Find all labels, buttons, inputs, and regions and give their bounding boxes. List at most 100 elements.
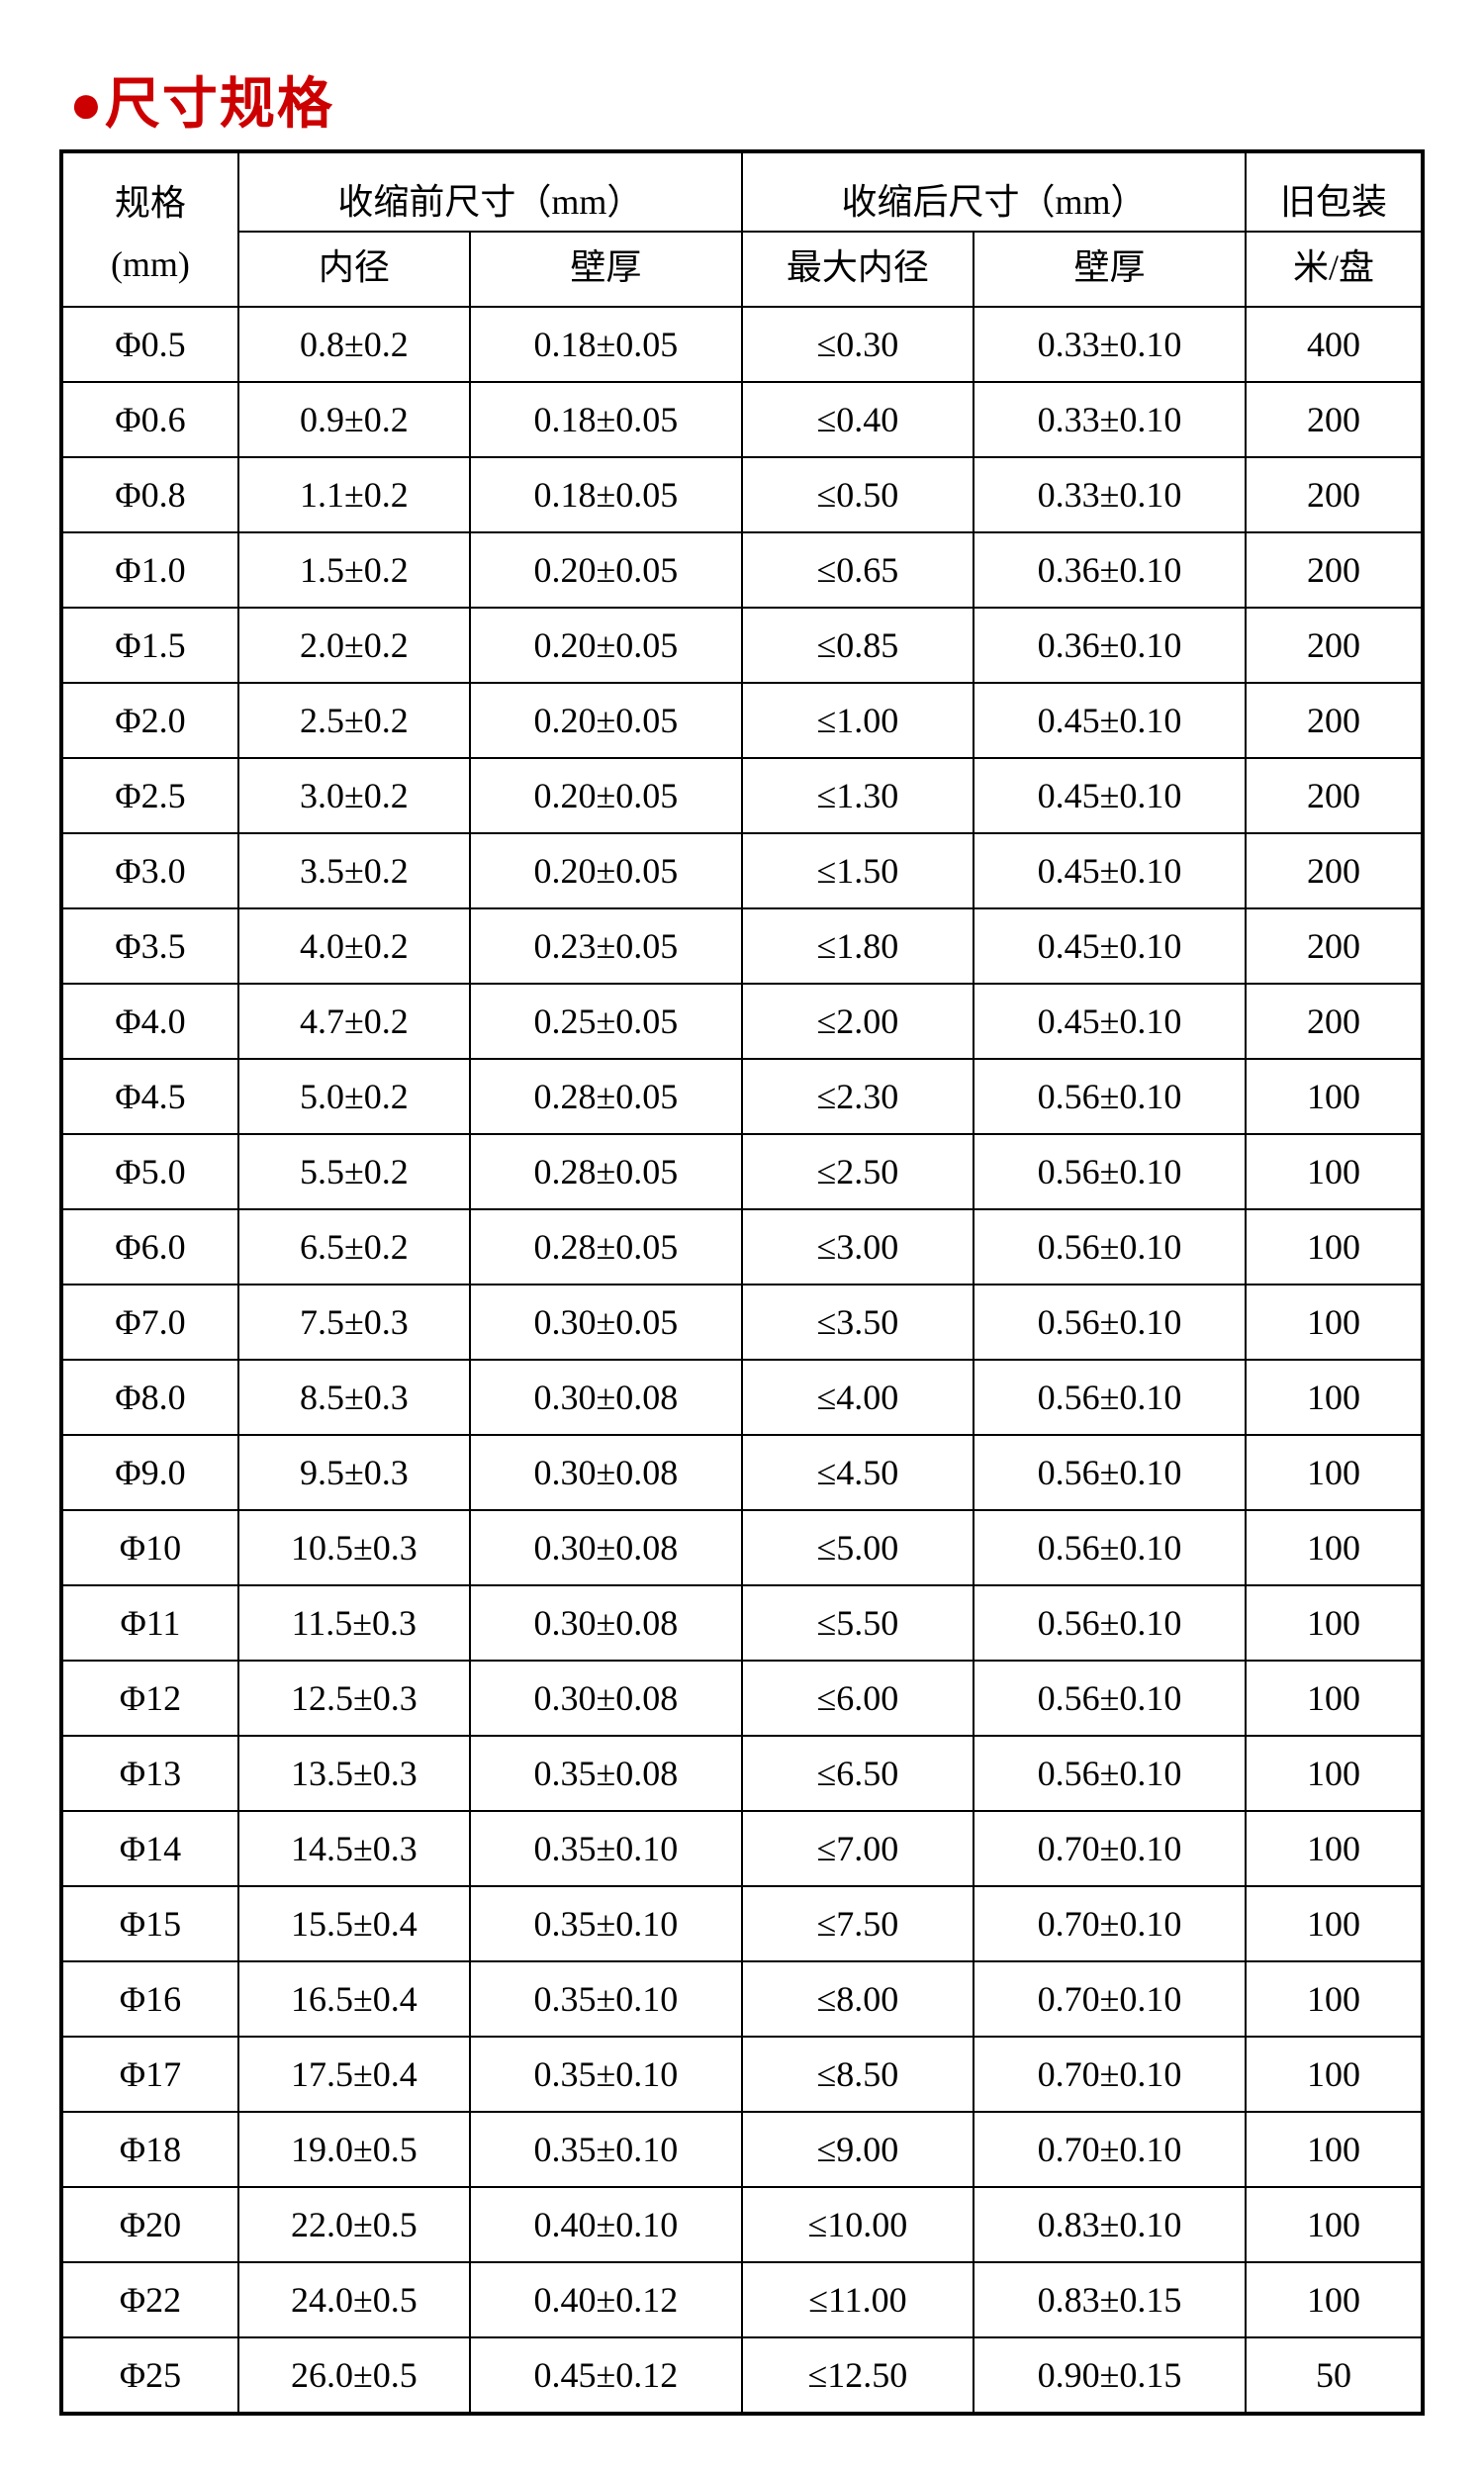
cell-post_wall: 0.45±0.10: [974, 758, 1246, 833]
cell-pre_inner: 10.5±0.3: [238, 1510, 470, 1585]
cell-pack: 100: [1246, 1360, 1423, 1435]
cell-pack: 200: [1246, 608, 1423, 683]
cell-pre_inner: 13.5±0.3: [238, 1736, 470, 1811]
cell-pre_inner: 7.5±0.3: [238, 1285, 470, 1360]
cell-post_maxid: ≤1.30: [742, 758, 974, 833]
cell-post_maxid: ≤10.00: [742, 2187, 974, 2262]
cell-pre_inner: 1.5±0.2: [238, 532, 470, 608]
cell-post_maxid: ≤12.50: [742, 2337, 974, 2414]
cell-pack: 200: [1246, 833, 1423, 908]
cell-spec: Φ1.5: [61, 608, 238, 683]
cell-post_wall: 0.70±0.10: [974, 2037, 1246, 2112]
cell-pack: 100: [1246, 1209, 1423, 1285]
cell-pre_wall: 0.20±0.05: [470, 833, 742, 908]
table-row: Φ5.05.5±0.20.28±0.05≤2.500.56±0.10100: [61, 1134, 1423, 1209]
table-row: Φ2224.0±0.50.40±0.12≤11.000.83±0.15100: [61, 2262, 1423, 2337]
cell-post_maxid: ≤0.65: [742, 532, 974, 608]
cell-pre_wall: 0.35±0.10: [470, 1811, 742, 1886]
cell-spec: Φ4.0: [61, 984, 238, 1059]
cell-pre_inner: 0.8±0.2: [238, 307, 470, 382]
cell-spec: Φ22: [61, 2262, 238, 2337]
cell-pack: 100: [1246, 1285, 1423, 1360]
cell-post_wall: 0.45±0.10: [974, 833, 1246, 908]
cell-pre_inner: 9.5±0.3: [238, 1435, 470, 1510]
cell-spec: Φ12: [61, 1661, 238, 1736]
cell-pack: 100: [1246, 1510, 1423, 1585]
cell-spec: Φ25: [61, 2337, 238, 2414]
cell-pre_inner: 24.0±0.5: [238, 2262, 470, 2337]
cell-post_maxid: ≤8.50: [742, 2037, 974, 2112]
cell-post_wall: 0.70±0.10: [974, 1886, 1246, 1961]
table-row: Φ2.53.0±0.20.20±0.05≤1.300.45±0.10200: [61, 758, 1423, 833]
cell-pre_wall: 0.30±0.08: [470, 1435, 742, 1510]
header-post-group: 收缩后尺寸（mm）: [742, 151, 1246, 232]
cell-spec: Φ2.0: [61, 683, 238, 758]
cell-pre_inner: 15.5±0.4: [238, 1886, 470, 1961]
table-row: Φ1616.5±0.40.35±0.10≤8.000.70±0.10100: [61, 1961, 1423, 2037]
cell-pack: 100: [1246, 2112, 1423, 2187]
cell-post_wall: 0.56±0.10: [974, 1285, 1246, 1360]
cell-pre_wall: 0.20±0.05: [470, 683, 742, 758]
cell-post_maxid: ≤5.00: [742, 1510, 974, 1585]
cell-spec: Φ14: [61, 1811, 238, 1886]
cell-post_wall: 0.56±0.10: [974, 1736, 1246, 1811]
cell-pre_inner: 6.5±0.2: [238, 1209, 470, 1285]
cell-pre_inner: 4.7±0.2: [238, 984, 470, 1059]
header-pre-wall: 壁厚: [470, 232, 742, 307]
cell-pre_inner: 4.0±0.2: [238, 908, 470, 984]
cell-post_maxid: ≤2.30: [742, 1059, 974, 1134]
cell-pre_inner: 3.0±0.2: [238, 758, 470, 833]
cell-post_wall: 0.33±0.10: [974, 382, 1246, 457]
header-spec-bottom: (mm): [61, 232, 238, 307]
cell-pre_inner: 0.9±0.2: [238, 382, 470, 457]
cell-pre_wall: 0.28±0.05: [470, 1134, 742, 1209]
cell-post_wall: 0.83±0.10: [974, 2187, 1246, 2262]
cell-pack: 200: [1246, 683, 1423, 758]
table-row: Φ4.04.7±0.20.25±0.05≤2.000.45±0.10200: [61, 984, 1423, 1059]
table-row: Φ1.01.5±0.20.20±0.05≤0.650.36±0.10200: [61, 532, 1423, 608]
cell-pack: 100: [1246, 1736, 1423, 1811]
cell-pack: 100: [1246, 1886, 1423, 1961]
header-post-maxid: 最大内径: [742, 232, 974, 307]
header-pre-group: 收缩前尺寸（mm）: [238, 151, 742, 232]
table-row: Φ1010.5±0.30.30±0.08≤5.000.56±0.10100: [61, 1510, 1423, 1585]
cell-pre_inner: 2.5±0.2: [238, 683, 470, 758]
cell-spec: Φ11: [61, 1585, 238, 1661]
cell-post_maxid: ≤0.40: [742, 382, 974, 457]
cell-pre_wall: 0.30±0.05: [470, 1285, 742, 1360]
cell-post_maxid: ≤1.50: [742, 833, 974, 908]
table-row: Φ2.02.5±0.20.20±0.05≤1.000.45±0.10200: [61, 683, 1423, 758]
cell-pre_wall: 0.18±0.05: [470, 307, 742, 382]
cell-post_maxid: ≤4.50: [742, 1435, 974, 1510]
cell-pack: 100: [1246, 1134, 1423, 1209]
cell-pre_wall: 0.35±0.10: [470, 1886, 742, 1961]
table-row: Φ8.08.5±0.30.30±0.08≤4.000.56±0.10100: [61, 1360, 1423, 1435]
cell-pre_wall: 0.20±0.05: [470, 608, 742, 683]
table-row: Φ6.06.5±0.20.28±0.05≤3.000.56±0.10100: [61, 1209, 1423, 1285]
cell-pre_wall: 0.28±0.05: [470, 1209, 742, 1285]
cell-post_wall: 0.56±0.10: [974, 1585, 1246, 1661]
cell-post_maxid: ≤0.30: [742, 307, 974, 382]
cell-post_maxid: ≤7.00: [742, 1811, 974, 1886]
cell-post_wall: 0.56±0.10: [974, 1510, 1246, 1585]
cell-pre_inner: 26.0±0.5: [238, 2337, 470, 2414]
cell-post_wall: 0.45±0.10: [974, 984, 1246, 1059]
cell-pack: 100: [1246, 1059, 1423, 1134]
cell-pre_wall: 0.28±0.05: [470, 1059, 742, 1134]
cell-pack: 200: [1246, 984, 1423, 1059]
cell-pre_wall: 0.20±0.05: [470, 758, 742, 833]
cell-spec: Φ18: [61, 2112, 238, 2187]
cell-pack: 400: [1246, 307, 1423, 382]
cell-post_wall: 0.36±0.10: [974, 532, 1246, 608]
cell-pre_inner: 17.5±0.4: [238, 2037, 470, 2112]
cell-post_wall: 0.33±0.10: [974, 307, 1246, 382]
cell-post_wall: 0.56±0.10: [974, 1360, 1246, 1435]
cell-post_maxid: ≤1.00: [742, 683, 974, 758]
cell-post_wall: 0.56±0.10: [974, 1209, 1246, 1285]
table-row: Φ9.09.5±0.30.30±0.08≤4.500.56±0.10100: [61, 1435, 1423, 1510]
cell-post_maxid: ≤11.00: [742, 2262, 974, 2337]
cell-pre_wall: 0.35±0.10: [470, 2037, 742, 2112]
cell-post_maxid: ≤2.50: [742, 1134, 974, 1209]
cell-pre_wall: 0.35±0.10: [470, 1961, 742, 2037]
cell-post_wall: 0.56±0.10: [974, 1435, 1246, 1510]
